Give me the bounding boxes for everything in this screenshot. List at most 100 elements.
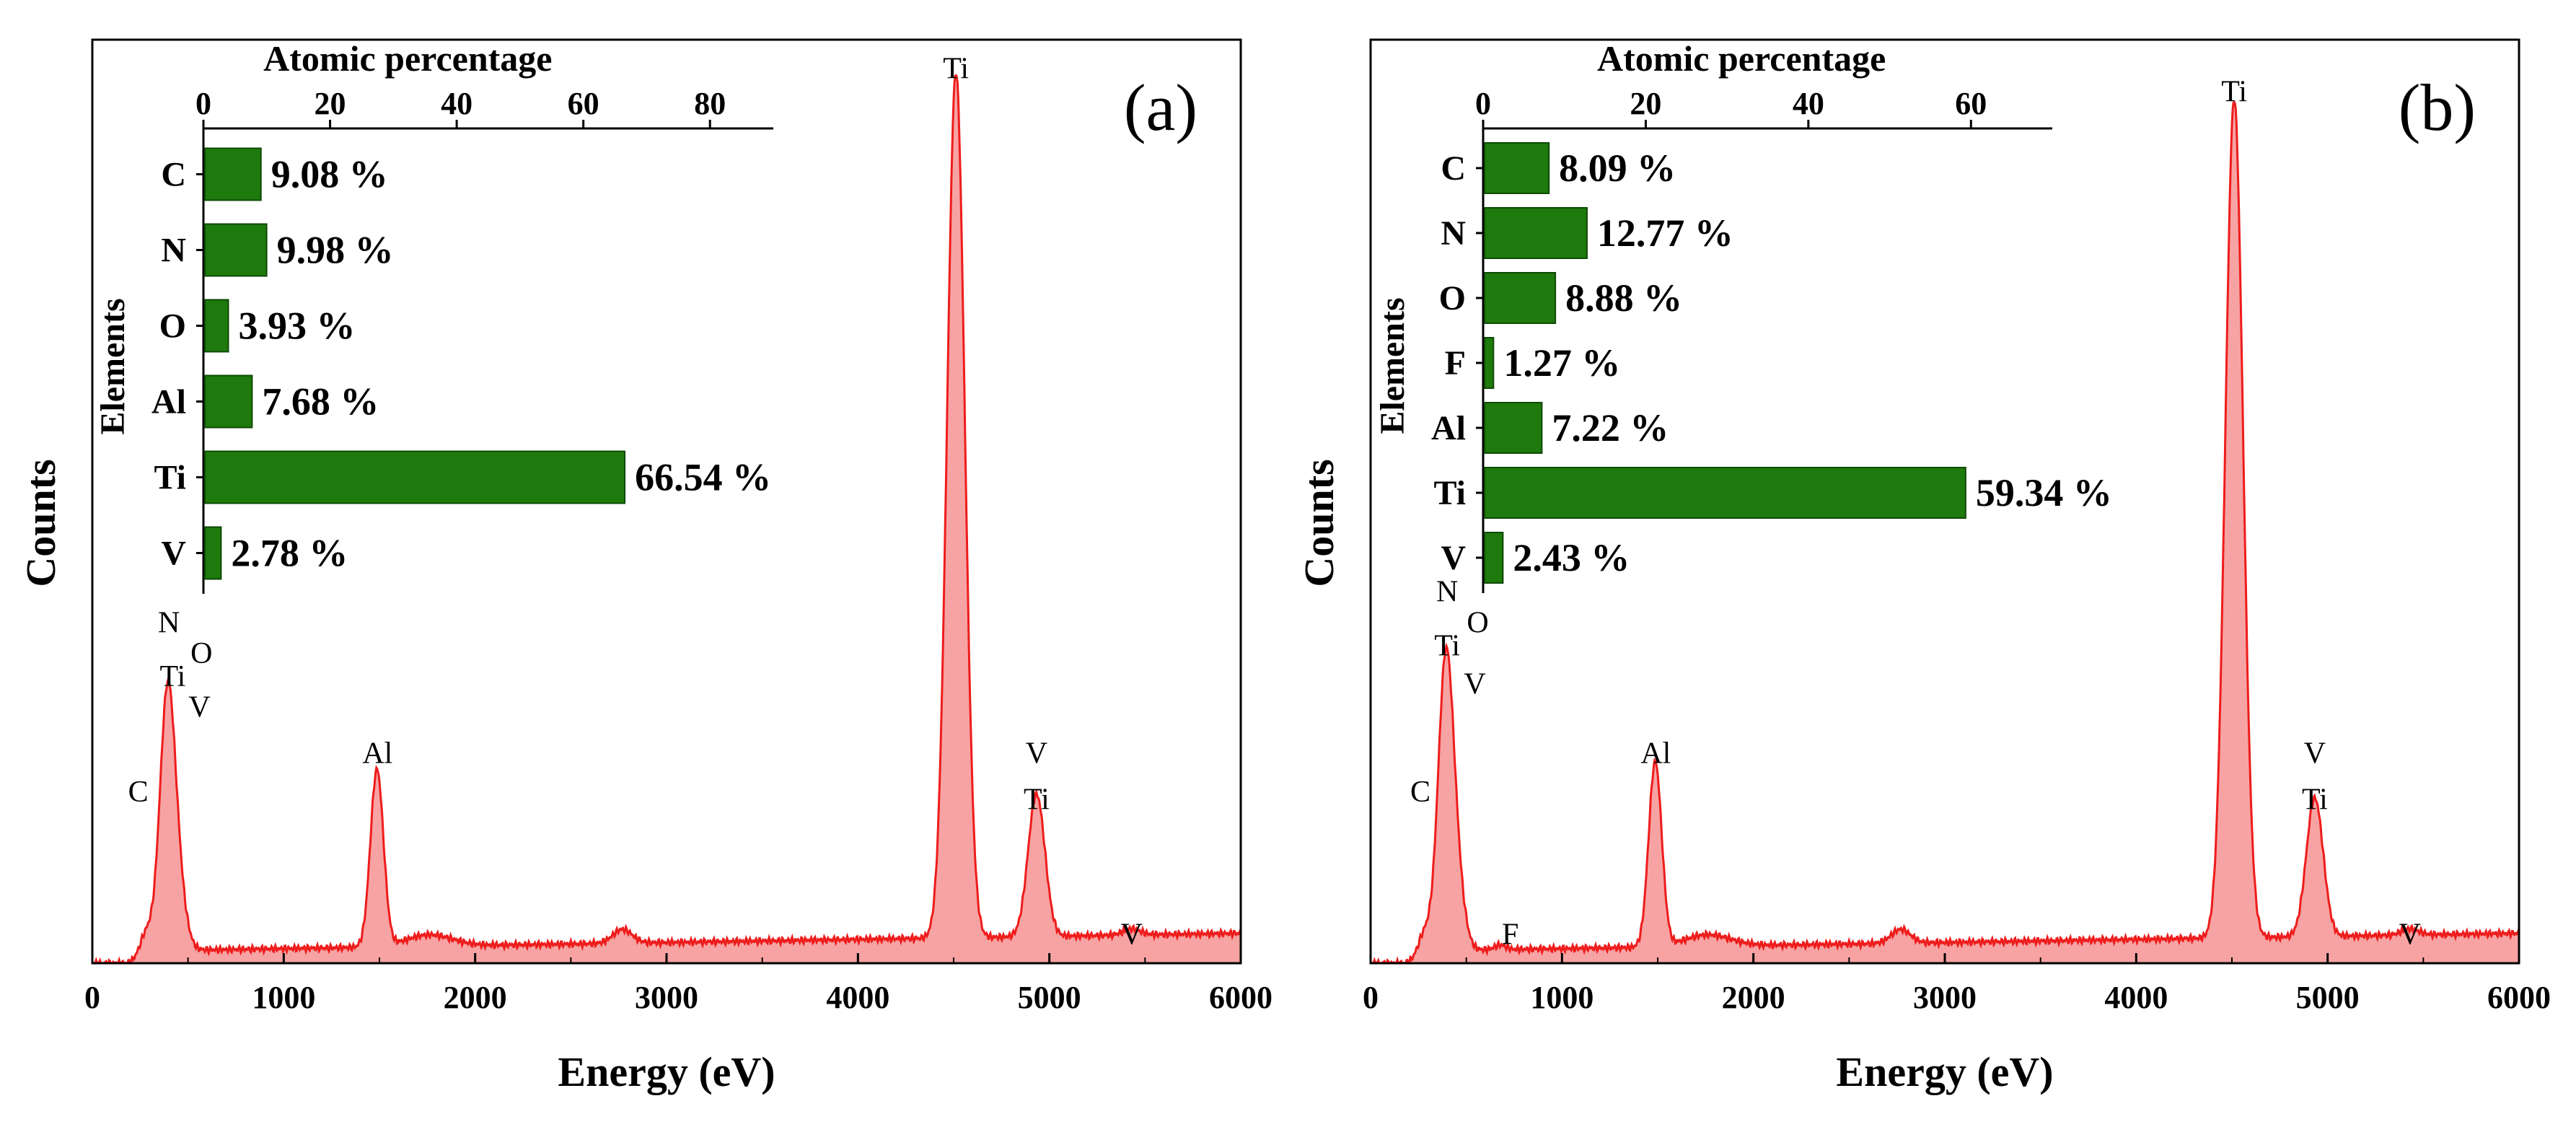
inset-bar <box>1484 467 1966 519</box>
x-tick-label: 4000 <box>2104 980 2168 1015</box>
peak-label: Al <box>1640 737 1671 771</box>
peak-label: N <box>158 606 180 639</box>
spectrum-line <box>92 74 1242 965</box>
inset-category-label: Ti <box>154 459 186 497</box>
peak-label: Ti <box>2302 784 2328 817</box>
inset-x-tick-label: 40 <box>441 86 472 121</box>
inset-x-tick-label: 60 <box>568 86 599 121</box>
inset-title: Atomic percentage <box>263 38 552 79</box>
inset-category-label: F <box>1445 344 1466 382</box>
inset-category-label: V <box>161 535 186 573</box>
inset-value-label: 9.08 % <box>271 153 388 196</box>
inset-x-tick-label: 40 <box>1793 86 1824 121</box>
inset-y-axis-title: Elements <box>1373 297 1412 434</box>
spectrum-line <box>1370 100 2520 965</box>
x-tick-label: 2000 <box>444 980 507 1015</box>
x-tick-label: 4000 <box>826 980 889 1015</box>
inset-category-label: C <box>1441 149 1466 188</box>
inset-category-label: Ti <box>1434 474 1466 512</box>
peak-label: F <box>1502 918 1518 951</box>
x-tick-label: 6000 <box>2487 980 2551 1015</box>
panel-label: (a) <box>1124 71 1197 144</box>
inset-category-label: V <box>1441 539 1466 577</box>
inset-x-tick-label: 0 <box>1475 86 1491 121</box>
inset-title: Atomic percentage <box>1597 38 1886 79</box>
inset-bar <box>204 374 253 429</box>
x-axis-title: Energy (eV) <box>558 1048 775 1095</box>
x-tick-label: 0 <box>84 980 100 1015</box>
inset-bar <box>1484 142 1550 194</box>
x-tick-label: 5000 <box>2296 980 2360 1015</box>
inset-category-label: C <box>161 156 186 194</box>
inset-value-label: 12.77 % <box>1597 211 1733 255</box>
inset-category-label: O <box>1439 279 1466 317</box>
panel-b: 0 1000 2000 3000 4000 5000 6000 Energy (eV) Coun… <box>1296 38 2551 1095</box>
peak-label: V <box>2304 737 2326 771</box>
spectrum-area <box>1371 102 2519 964</box>
inset-value-label: 7.68 % <box>262 380 379 424</box>
inset-bar <box>204 147 262 201</box>
x-tick-label: 6000 <box>1209 980 1272 1015</box>
inset-value-label: 9.98 % <box>277 229 394 272</box>
inset-value-label: 3.93 % <box>238 304 355 348</box>
inset-category-label: N <box>1441 214 1466 253</box>
peak-label: V <box>188 691 210 724</box>
inset-x-tick-label: 80 <box>694 86 726 121</box>
x-tick-label: 1000 <box>252 980 315 1015</box>
x-axis-title: Energy (eV) <box>1836 1048 2053 1095</box>
inset-value-label: 59.34 % <box>1976 471 2112 514</box>
inset-bar <box>1484 207 1588 259</box>
x-tick-label: 3000 <box>635 980 698 1015</box>
inset-value-label: 1.27 % <box>1503 341 1620 385</box>
x-tick-label: 0 <box>1363 980 1379 1015</box>
peak-label: Ti <box>1024 784 1050 817</box>
inset-value-label: 8.88 % <box>1565 276 1682 320</box>
inset-category-label: Al <box>151 383 186 421</box>
inset-bar <box>1484 402 1543 454</box>
inset-bar <box>204 450 626 504</box>
y-axis-title: Counts <box>17 459 64 587</box>
peak-label: V <box>1121 918 1143 951</box>
peak-label: V <box>1026 737 1047 771</box>
inset-value-label: 7.22 % <box>1552 406 1669 450</box>
inset-bar <box>1484 337 1495 389</box>
peak-label: Al <box>362 737 392 771</box>
peak-label: V <box>2399 918 2421 951</box>
x-tick-label: 2000 <box>1722 980 1785 1015</box>
peak-label: O <box>1467 606 1488 639</box>
inset-bar <box>204 526 222 580</box>
peak-label: V <box>1464 668 1485 701</box>
peak-label: Ti <box>1434 629 1460 662</box>
inset-bar <box>204 223 268 277</box>
panel-label: (b) <box>2399 71 2476 144</box>
inset-bar <box>1484 532 1504 584</box>
inset-value-label: 2.43 % <box>1513 536 1630 579</box>
peak-label: C <box>128 776 149 809</box>
y-axis-title: Counts <box>1296 459 1342 587</box>
inset-x-tick-label: 20 <box>315 86 346 121</box>
inset-category-label: O <box>159 307 186 346</box>
peak-label: C <box>1410 776 1430 809</box>
inset-bar <box>1484 272 1557 324</box>
peak-label: N <box>1436 576 1458 609</box>
inset-x-tick-label: 20 <box>1630 86 1661 121</box>
inset-value-label: 66.54 % <box>635 456 771 499</box>
inset-category-label: Al <box>1431 409 1466 447</box>
x-tick-label: 5000 <box>1018 980 1081 1015</box>
peak-label: Ti <box>943 52 969 85</box>
x-tick-label: 3000 <box>1913 980 1977 1015</box>
inset-value-label: 2.78 % <box>231 532 348 575</box>
inset-category-label: N <box>161 232 186 270</box>
spectrum-area <box>92 75 1241 963</box>
panel-a: 0 1000 2000 3000 4000 5000 6000 Energy (eV) Coun… <box>17 38 1272 1095</box>
peak-label: Ti <box>2221 75 2247 108</box>
inset-y-axis-title: Elements <box>94 298 132 434</box>
peak-label: O <box>190 637 212 670</box>
inset-bar <box>204 299 229 353</box>
inset-value-label: 8.09 % <box>1559 146 1676 190</box>
inset-bar-chart: 0 20 40 60 Atomic percentage Elements C 8.09 % N… <box>1373 38 2112 593</box>
inset-x-tick-label: 0 <box>195 86 211 121</box>
inset-bar-chart: 0 20 40 60 80 Atomic percentage Elements C 9.08 … <box>94 38 773 594</box>
